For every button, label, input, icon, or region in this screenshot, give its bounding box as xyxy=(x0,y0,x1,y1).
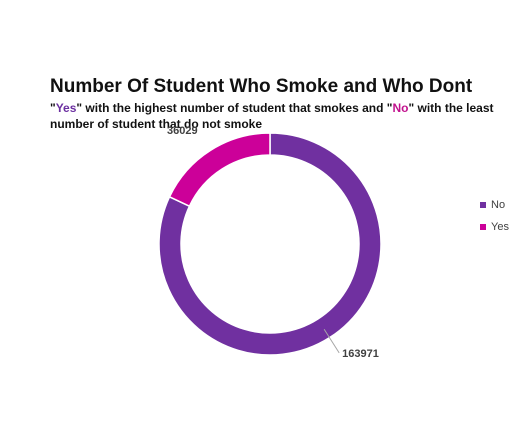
chart-subtitle: "Yes" with the highest number of student… xyxy=(50,100,500,132)
subtitle-no-word: No xyxy=(392,101,409,115)
slice-yes xyxy=(168,132,271,208)
slice-no xyxy=(158,132,382,356)
legend-label-yes: Yes xyxy=(491,221,509,233)
data-label-yes: 36029 xyxy=(167,125,198,137)
legend-label-no: No xyxy=(491,199,506,211)
legend-swatch-no xyxy=(480,202,486,208)
data-label-no: 163971 xyxy=(342,348,379,360)
legend-item-yes: Yes xyxy=(480,216,509,238)
subtitle-part-1: " with the highest number of student tha… xyxy=(76,101,393,115)
legend-swatch-yes xyxy=(480,224,486,230)
leader-line-no xyxy=(323,328,340,354)
subtitle-part-2: " with the least number of student that … xyxy=(50,101,494,131)
subtitle-yes-word: Yes xyxy=(55,101,77,115)
chart-legend: No Yes xyxy=(480,194,509,238)
chart-title: Number Of Student Who Smoke and Who Dont xyxy=(50,76,473,97)
legend-item-no: No xyxy=(480,194,509,216)
subtitle-quote: " xyxy=(50,101,56,115)
